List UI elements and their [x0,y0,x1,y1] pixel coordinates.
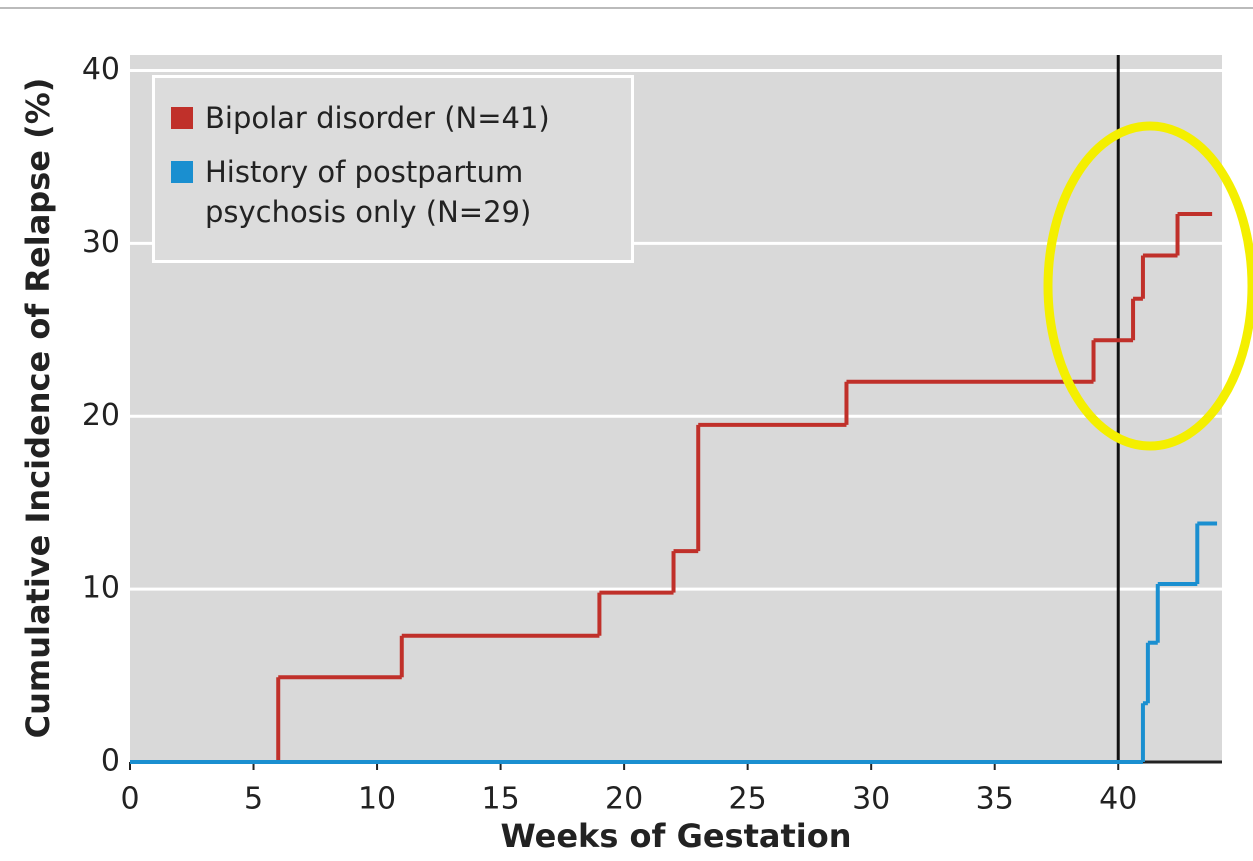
legend-swatch [171,161,193,183]
step-series [130,212,1213,764]
x-axis-label: Weeks of Gestation [500,817,851,855]
step-series [130,521,1218,764]
marks [130,55,1218,764]
legend: Bipolar disorder (N=41) History of postpa… [152,75,634,263]
y-tick-label: 40 [82,52,120,87]
x-tick-label: 25 [729,782,767,817]
legend-label: Bipolar disorder (N=41) [205,101,550,135]
legend-item: History of postpartum psychosis only (N=… [171,152,615,232]
y-axis-label: Cumulative Incidence of Relapse (%) [19,78,57,739]
legend-swatch [171,107,193,129]
x-tick-label: 20 [605,782,643,817]
x-tick-label: 5 [244,782,263,817]
y-tick-label: 30 [82,225,120,260]
x-tick-label: 35 [976,782,1014,817]
y-tick-label: 10 [82,571,120,606]
x-tick-label: 15 [481,782,519,817]
y-tick-label: 20 [82,398,120,433]
legend-label: History of postpartum psychosis only (N=… [205,155,532,229]
legend-item: Bipolar disorder (N=41) [171,98,615,138]
highlight-ellipse [1043,121,1253,451]
y-tick-label: 0 [101,744,120,779]
x-tick-label: 0 [120,782,139,817]
x-tick-label: 30 [852,782,890,817]
x-tick-label: 40 [1099,782,1137,817]
x-tick-label: 10 [358,782,396,817]
